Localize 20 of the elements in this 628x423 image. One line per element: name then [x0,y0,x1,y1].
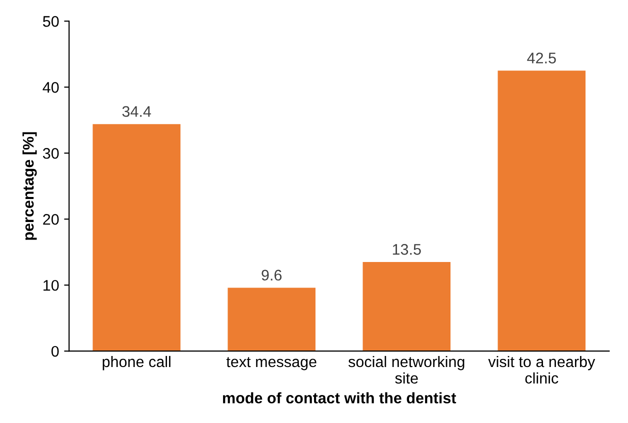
y-tick-label: 0 [51,346,59,357]
data-label: 42.5 [527,52,556,64]
bar [362,262,451,352]
x-tick-label: phone call [102,356,170,370]
y-tick-label: 50 [42,16,59,27]
y-tick-label: 10 [44,280,59,291]
data-label: 13.5 [392,244,421,255]
bar [92,124,180,352]
x-tick-label: visit to a nearby clinic [488,356,596,384]
x-axis-title: mode of contact with the dentist [223,392,456,404]
x-tick-label: text message [226,357,316,370]
data-label: 9.6 [262,270,282,281]
y-tick-label: 30 [42,148,59,159]
bar [498,70,586,352]
data-label: 34.4 [122,106,152,117]
y-tick-label: 40 [42,82,59,93]
bar [228,288,316,352]
x-tick-label: social networking site [348,356,464,384]
y-tick-label: 20 [43,214,59,225]
y-axis-title: percentage [%] [22,132,37,240]
